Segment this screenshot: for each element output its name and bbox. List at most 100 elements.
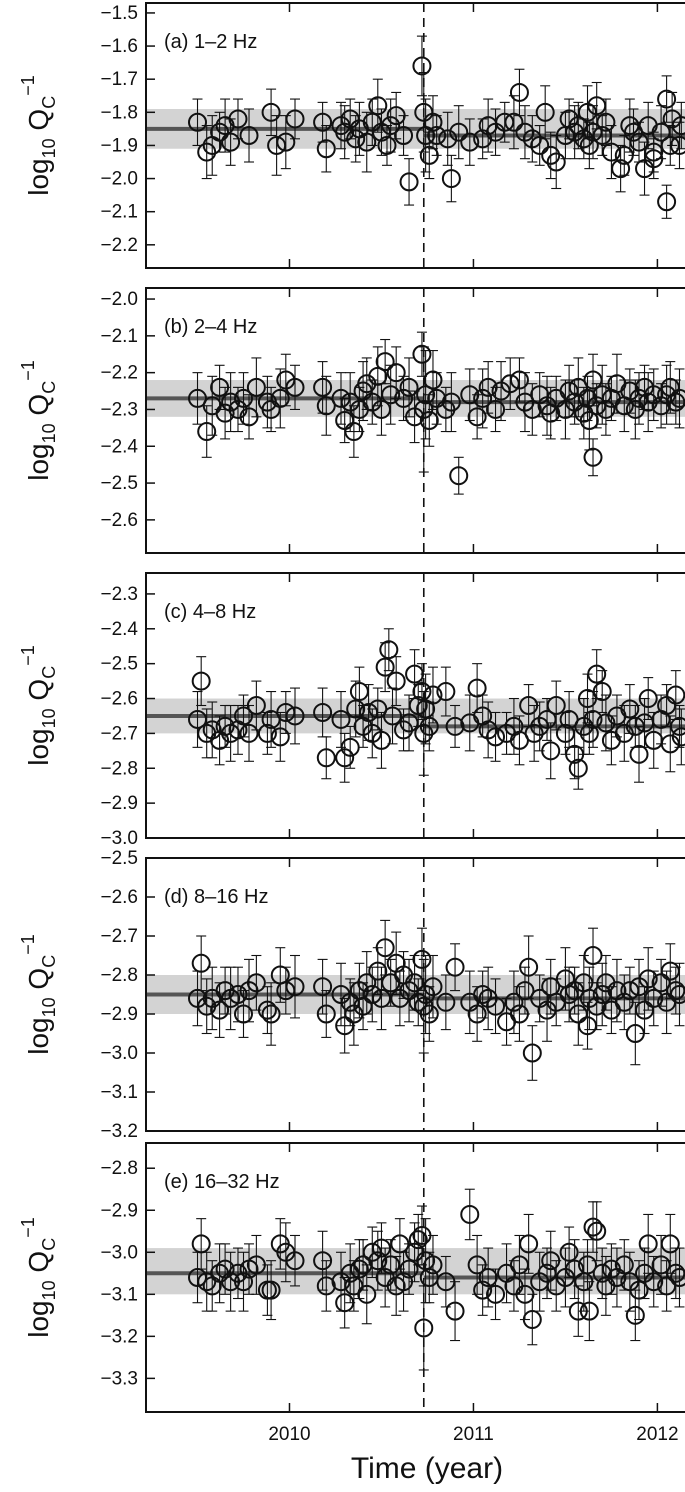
data-point (592, 1263, 612, 1283)
x-tick-label: 2010 (268, 1424, 310, 1445)
data-point (644, 1272, 664, 1292)
error-bar (527, 1025, 538, 1081)
error-bar (527, 1293, 538, 1346)
data-point (583, 370, 603, 390)
error-bar (477, 1264, 488, 1316)
plot-frame (145, 857, 685, 1132)
data-point (559, 985, 579, 1004)
error-bar (251, 357, 262, 418)
data-point (285, 1251, 305, 1271)
chart-panel-1: −1.5 −1.6 −1.7 −1.8 −1.9 −2.0 −2.1 −2.2 (a) 1–2 … (18, 2, 685, 269)
data-point (495, 112, 515, 132)
error-bar (519, 372, 530, 433)
error-bar (551, 680, 562, 731)
data-point (375, 938, 395, 958)
error-bar (483, 966, 494, 1031)
data-point (233, 1004, 253, 1024)
data-point (583, 709, 603, 729)
error-bar (196, 656, 207, 707)
data-point (666, 685, 685, 705)
error-bar (232, 386, 243, 433)
y-axis-title-part: Q (23, 394, 54, 424)
y-tick-label: −2.2 (100, 363, 138, 384)
data-point (467, 1004, 487, 1024)
data-point (371, 730, 391, 750)
data-point (651, 396, 671, 416)
y-axis-title-part: C (39, 955, 59, 968)
error-bar (391, 656, 402, 707)
data-point (276, 981, 296, 1001)
data-point (629, 388, 649, 408)
error-bar (391, 346, 402, 399)
data-point (379, 640, 399, 660)
error-bar (545, 386, 556, 440)
y-tick-label: −2.3 (100, 399, 138, 420)
error-bar (207, 115, 218, 176)
error-bar (573, 746, 584, 790)
error-bar (496, 361, 507, 422)
error-bar (674, 962, 685, 1027)
y-axis-title-part: C (39, 381, 59, 394)
error-bar (404, 958, 415, 1023)
data-point (559, 1242, 579, 1262)
data-point (638, 1234, 658, 1254)
data-point (197, 422, 217, 442)
y-tick-label: −2.9 (100, 1200, 138, 1221)
y-axis-title-part: log (23, 1017, 54, 1054)
data-point (313, 377, 333, 397)
data-point (537, 1263, 557, 1283)
error-bar (280, 1222, 291, 1283)
error-bar (643, 677, 654, 720)
data-point (313, 112, 333, 132)
data-point (188, 709, 208, 729)
data-point (671, 727, 685, 747)
data-point (357, 132, 377, 152)
y-tick-label: −2.0 (100, 169, 138, 190)
data-point (436, 992, 456, 1012)
error-bar (519, 105, 530, 160)
data-point (423, 112, 443, 132)
y-tick-label: −3.0 (100, 1043, 138, 1064)
error-bar (656, 383, 667, 429)
data-point (368, 961, 388, 981)
data-point (587, 396, 607, 416)
error-bar (450, 704, 461, 748)
data-point (270, 388, 290, 408)
data-point (412, 344, 432, 364)
error-bar (545, 958, 556, 1015)
error-bar (431, 115, 442, 156)
error-bar (440, 666, 451, 717)
data-point (228, 109, 248, 129)
data-point (592, 682, 612, 702)
data-point (509, 370, 529, 390)
error-bar (290, 1234, 301, 1287)
error-bar (656, 958, 667, 1007)
data-point (625, 1305, 645, 1325)
y-tick-label: −2.9 (100, 1004, 138, 1025)
data-point (210, 122, 230, 142)
y-tick-label: −3.0 (100, 1242, 138, 1263)
data-point (445, 716, 465, 736)
y-axis-title-part: log (23, 158, 54, 195)
y-tick-label: −1.5 (100, 3, 138, 24)
y-axis-title-part: −1 (18, 645, 38, 666)
error-bar (648, 368, 659, 422)
data-point (541, 741, 561, 761)
data-point (504, 992, 524, 1012)
data-point (522, 1043, 542, 1063)
data-point (441, 392, 461, 412)
y-tick-label: −2.4 (100, 619, 138, 640)
data-point (530, 135, 550, 155)
data-point (592, 126, 612, 145)
data-point (486, 727, 506, 747)
data-point (486, 996, 506, 1016)
data-point (629, 744, 649, 764)
error-bar (606, 986, 617, 1035)
data-point (316, 1004, 336, 1024)
data-point (316, 396, 336, 416)
y-tick-label: −1.8 (100, 102, 138, 123)
data-point (473, 1280, 493, 1300)
error-bar (624, 1251, 635, 1312)
error-bar (275, 1218, 286, 1270)
data-point (383, 706, 403, 726)
